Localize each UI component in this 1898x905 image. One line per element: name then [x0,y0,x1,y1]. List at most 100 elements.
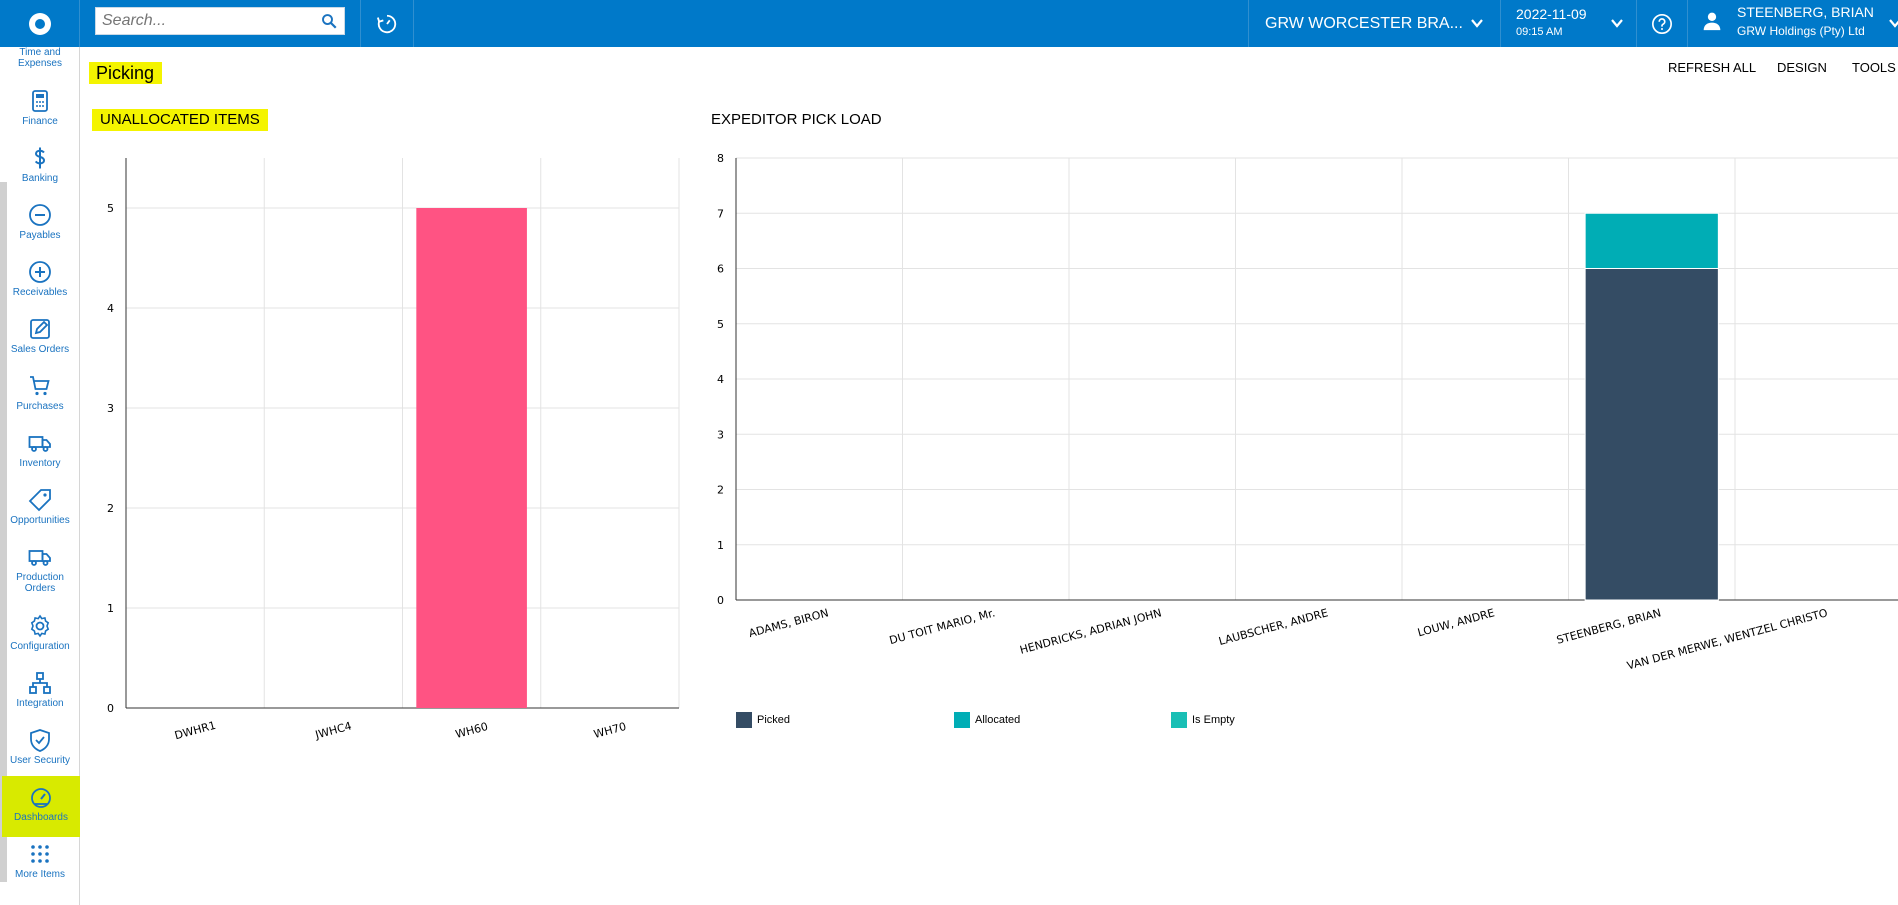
legend-label: Allocated [975,714,1021,726]
sidebar-item-label: Purchases [16,401,64,412]
chart2-y-tick-label: 6 [717,263,724,276]
shield-icon [30,729,50,752]
chart1-x-tick-label: JWHC4 [313,719,353,741]
chart-title-expeditor-pick-load: EXPEDITOR PICK LOAD [711,111,882,128]
legend-item-allocated[interactable]: Allocated [954,712,1020,728]
dollar-icon [34,147,46,169]
chart1-y-tick-label: 1 [107,602,114,615]
sidebar-scrollbar[interactable] [0,182,7,882]
sidebar-item-receivables[interactable]: Receivables [0,260,80,298]
sidebar-item-label: Dashboards [14,812,68,823]
sidebar-item-dashboards[interactable]: Dashboards [2,776,80,837]
help-icon [1652,13,1672,34]
sidebar-item-label: Finance [22,116,58,127]
chevron-down-icon [1889,19,1898,28]
chevron-down-icon [1611,19,1623,28]
user-menu[interactable]: STEENBERG, BRIAN GRW Holdings (Pty) Ltd [1688,0,1898,47]
truck-icon [28,550,51,566]
branch-selector[interactable]: GRW WORCESTER BRA... [1248,0,1500,47]
user-company: GRW Holdings (Pty) Ltd [1737,24,1865,38]
sidebar-item-more-items[interactable]: More Items [0,842,80,880]
chart2-x-tick-label: LOUW, ANDRE [1416,606,1496,639]
chart2-bar-allocated [1584,212,1719,269]
chart2-y-tick-label: 0 [717,594,724,607]
sidebar-item-production-orders[interactable]: Production Orders [0,545,80,594]
tag-icon [28,489,51,512]
chart1-y-tick-label: 2 [107,502,114,515]
chart2-x-tick-label: LAUBSCHER, ANDRE [1217,606,1329,648]
chart1-bar [416,208,527,708]
sidebar-item-label: Inventory [19,458,61,469]
search-icon[interactable] [320,12,338,30]
chart2-y-tick-label: 7 [717,207,724,220]
chart1-x-tick-label: DWHR1 [173,719,217,742]
sidebar-item-label: Banking [21,173,59,184]
chart2-x-tick-label: DU TOIT MARIO, Mr. [888,606,997,647]
sidebar-item-sales-orders[interactable]: Sales Orders [0,317,80,355]
design-button[interactable]: DESIGN [1777,60,1827,75]
chart2-x-tick-label: ADAMS, BIRON [747,606,830,640]
sidebar-item-purchases[interactable]: Purchases [0,374,80,412]
app-logo-button[interactable] [0,0,80,47]
refresh-all-button[interactable]: REFRESH ALL [1668,60,1757,75]
branch-label: GRW WORCESTER BRA... [1265,14,1463,32]
plus-circle-icon [29,261,51,283]
recent-history-button[interactable] [360,0,414,47]
business-time: 09:15 AM [1516,26,1563,38]
edit-icon [30,319,50,339]
legend-item-is-empty[interactable]: Is Empty [1171,712,1235,728]
sidebar-item-payables[interactable]: Payables [0,203,80,241]
tools-button[interactable]: TOOLS [1852,60,1896,75]
sidebar-item-opportunities[interactable]: Opportunities [0,488,80,526]
legend-item-picked[interactable]: Picked [736,712,790,728]
truck-icon [28,436,51,452]
sidebar-item-user-security[interactable]: User Security [0,728,80,766]
cart-icon [30,376,50,396]
sidebar-item-banking[interactable]: Banking [0,146,80,184]
sidebar-item-label: Configuration [10,641,70,652]
legend-label: Picked [757,714,791,726]
chart1-x-tick-label: WH60 [454,720,489,741]
sidebar-item-label: Production Orders [16,572,64,594]
search-box [95,7,345,35]
business-date: 2022-11-09 [1516,6,1587,22]
chart1-x-tick-label: WH70 [592,720,627,741]
sidebar-item-label: Sales Orders [10,344,70,355]
user-name: STEENBERG, BRIAN [1737,4,1874,20]
chart1-y-tick-label: 3 [107,402,114,415]
sidebar-item-inventory[interactable]: Inventory [0,431,80,469]
sidebar-item-label: Integration [16,698,64,709]
chart2-y-tick-label: 5 [717,318,724,331]
network-icon [29,672,51,694]
sidebar-item-finance[interactable]: Finance [0,89,80,127]
gauge-icon [31,788,51,808]
legend-swatch-picked [736,712,752,728]
search-input[interactable] [96,8,306,34]
sidebar-item-label: More Items [14,869,65,880]
legend-swatch-is-empty [1171,712,1187,728]
history-clock-icon [376,14,397,33]
chart2-y-tick-label: 1 [717,539,724,552]
sidebar-item-time-and-expenses[interactable]: Time and Expenses [0,47,80,69]
sidebar-item-label: Payables [19,230,61,241]
sidebar-item-configuration[interactable]: Configuration [0,614,80,652]
business-date-selector[interactable]: 2022-11-09 09:15 AM [1500,0,1636,47]
chart-title-unallocated-items: UNALLOCATED ITEMS [92,109,268,131]
grid-icon [31,845,49,863]
top-bar: GRW WORCESTER BRA... 2022-11-09 09:15 AM… [0,0,1898,47]
calculator-icon [32,90,48,112]
sidebar-item-integration[interactable]: Integration [0,671,80,709]
page-title: Picking [89,62,163,84]
acumatica-logo-icon [28,12,51,35]
chart2-y-tick-label: 4 [717,373,724,386]
sidebar-item-label: Opportunities [10,515,70,526]
chart1-y-tick-label: 0 [107,702,114,715]
chart2-y-tick-label: 8 [717,152,724,165]
legend-label: Is Empty [1192,714,1235,726]
sidebar: Time and Expenses Finance Banking Payabl… [0,47,80,905]
chart2-y-tick-label: 3 [717,428,724,441]
help-button[interactable] [1636,0,1688,47]
sidebar-item-label: User Security [9,755,70,766]
user-icon [1703,12,1721,31]
